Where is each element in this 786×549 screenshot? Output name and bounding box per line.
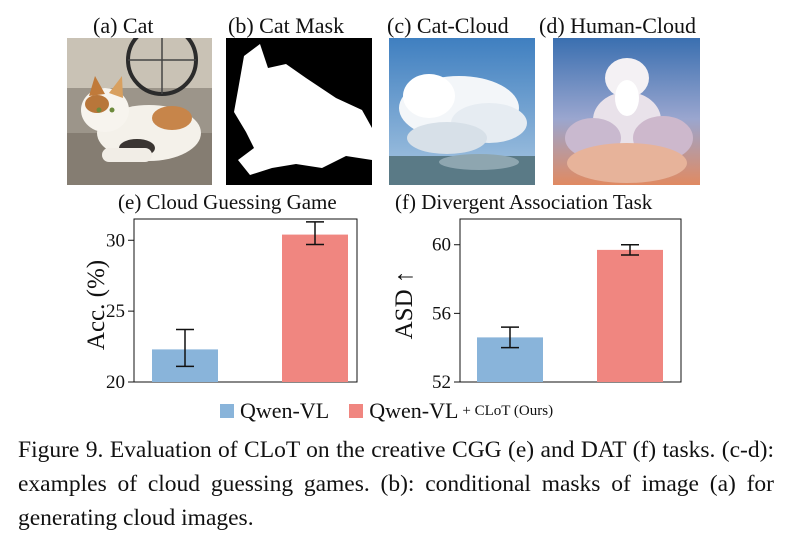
y-tick-label: 56 xyxy=(432,303,451,324)
legend-label-qwen-vl-clot: Qwen-VL xyxy=(369,398,459,423)
plot-frame xyxy=(459,218,682,383)
chart-f-title: (f) Divergent Association Task xyxy=(395,190,653,214)
legend-swatch-red xyxy=(349,404,364,418)
plot-frame xyxy=(133,218,358,383)
figure-caption: Figure 9. Evaluation of CLoT on the crea… xyxy=(18,437,774,531)
cat-mask-image xyxy=(226,38,372,185)
legend-swatch-blue xyxy=(220,404,234,418)
y-tick-label: 60 xyxy=(432,235,451,256)
panel-b-title: (b) Cat Mask xyxy=(228,13,345,38)
chart-f: 52 56 60 ASD ↑ xyxy=(391,218,682,393)
panel-c-title: (c) Cat-Cloud xyxy=(387,13,509,38)
panel-a-title: (a) Cat xyxy=(93,13,154,38)
chart-e-title: (e) Cloud Guessing Game xyxy=(118,190,337,214)
y-tick-label: 52 xyxy=(432,372,451,393)
y-tick-label: 25 xyxy=(106,301,125,322)
legend: Qwen-VL Qwen-VL + CLoT (Ours) xyxy=(220,396,573,426)
cat-cloud-image xyxy=(389,38,535,185)
legend-item-qwen-vl: Qwen-VL xyxy=(220,398,329,424)
y-axis-label: ASD ↑ xyxy=(391,271,418,340)
cat-photo xyxy=(67,38,212,185)
y-tick-label: 30 xyxy=(106,230,125,251)
legend-label-clot-note: + CLoT (Ours) xyxy=(462,402,554,419)
bar xyxy=(597,249,663,382)
y-axis-label: Acc. (%) xyxy=(83,260,110,350)
panel-d-title: (d) Human-Cloud xyxy=(539,13,697,38)
legend-item-qwen-vl-clot: Qwen-VL + CLoT (Ours) xyxy=(349,398,553,424)
bar xyxy=(282,234,348,382)
y-tick-label: 20 xyxy=(106,372,125,393)
legend-label-qwen-vl: Qwen-VL xyxy=(240,398,330,423)
human-cloud-image xyxy=(553,38,700,185)
chart-e: 20 25 30 Acc. (%) xyxy=(83,218,358,393)
